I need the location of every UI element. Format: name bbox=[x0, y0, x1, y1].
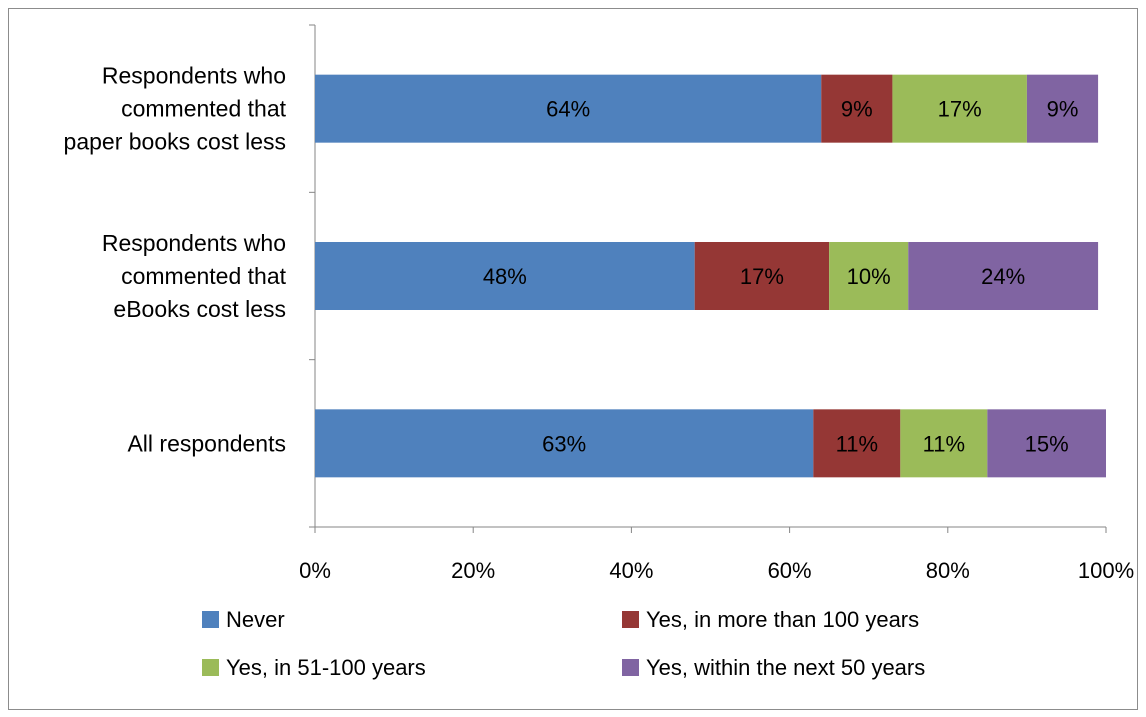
bar-segment bbox=[892, 74, 1027, 143]
bar-segment bbox=[829, 242, 909, 310]
data-label: 63% bbox=[542, 431, 586, 456]
bar-segment bbox=[987, 409, 1106, 478]
category-label: Respondents who bbox=[102, 63, 286, 89]
category-label: paper books cost less bbox=[64, 129, 286, 155]
category-label: eBooks cost less bbox=[113, 296, 286, 322]
bar-segment bbox=[821, 74, 893, 143]
legend-swatch bbox=[622, 659, 639, 676]
data-label: 11% bbox=[836, 431, 878, 456]
legend-label: Never bbox=[226, 607, 285, 632]
legend-label: Yes, in more than 100 years bbox=[646, 607, 919, 632]
bar-segment bbox=[908, 242, 1099, 310]
data-label: 9% bbox=[841, 97, 873, 122]
x-tick-label: 80% bbox=[926, 558, 970, 583]
data-label: 17% bbox=[938, 97, 982, 122]
x-tick-label: 60% bbox=[768, 558, 812, 583]
legend-swatch bbox=[202, 611, 219, 628]
x-tick-label: 0% bbox=[299, 558, 331, 583]
data-label: 9% bbox=[1047, 97, 1079, 122]
x-tick-label: 40% bbox=[609, 558, 653, 583]
bar-segment bbox=[1026, 74, 1099, 143]
data-label: 10% bbox=[847, 264, 891, 289]
bar-segment bbox=[315, 242, 695, 310]
bar-segment bbox=[315, 409, 814, 478]
bar-segment bbox=[813, 409, 901, 478]
data-label: 24% bbox=[981, 264, 1025, 289]
data-label: 64% bbox=[546, 97, 590, 122]
legend-swatch bbox=[202, 659, 219, 676]
legend-swatch bbox=[622, 611, 639, 628]
bar-segment bbox=[900, 409, 988, 478]
category-label: All respondents bbox=[127, 430, 286, 456]
data-label: 48% bbox=[483, 264, 527, 289]
legend-label: Yes, within the next 50 years bbox=[646, 655, 925, 680]
bar-segment bbox=[694, 242, 830, 310]
x-tick-label: 100% bbox=[1078, 558, 1134, 583]
data-label: 15% bbox=[1025, 431, 1069, 456]
data-label: 17% bbox=[740, 264, 784, 289]
category-label: Respondents who bbox=[102, 230, 286, 256]
x-tick-label: 20% bbox=[451, 558, 495, 583]
legend-label: Yes, in 51-100 years bbox=[226, 655, 426, 680]
data-label: 11% bbox=[923, 431, 965, 456]
category-label: commented that bbox=[121, 263, 287, 289]
bar-segment bbox=[315, 74, 822, 143]
category-label: commented that bbox=[121, 96, 287, 122]
